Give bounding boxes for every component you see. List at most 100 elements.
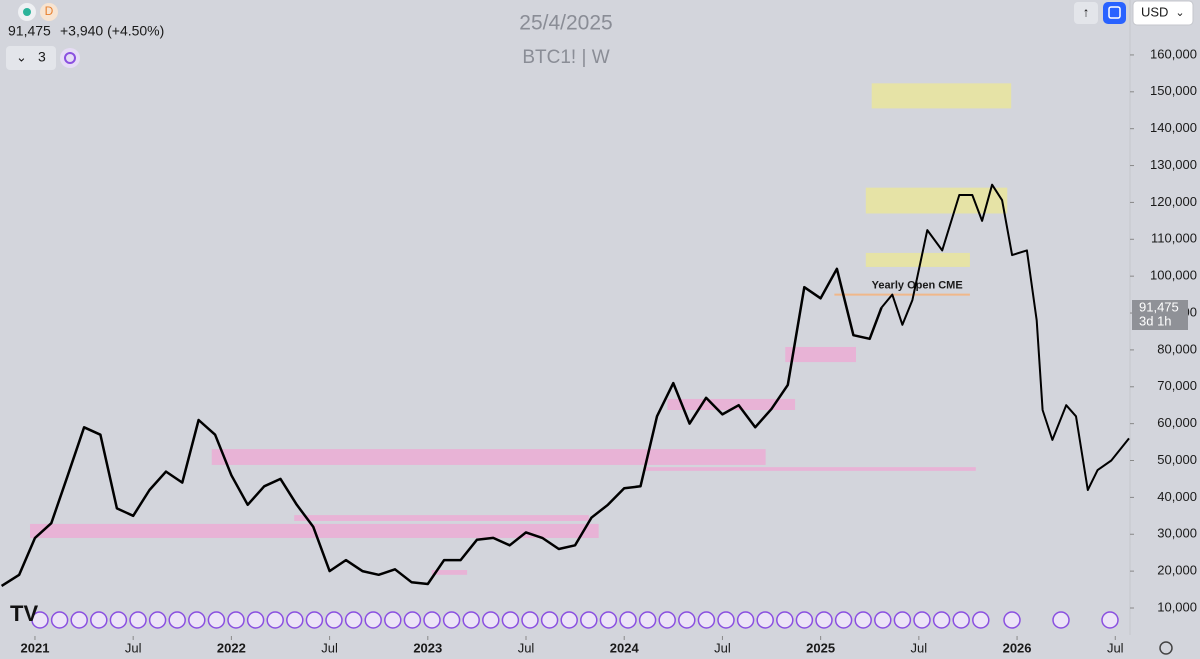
badge-price: 91,475	[1139, 299, 1179, 314]
event-icon	[540, 611, 559, 629]
event-icon	[834, 611, 853, 629]
event-icon	[560, 611, 578, 629]
x-tick-label: Jul	[321, 640, 338, 655]
refresh-icon[interactable]	[60, 48, 80, 68]
x-tick-label: Jul	[714, 640, 731, 655]
event-icon	[874, 611, 892, 629]
currency-select[interactable]	[1132, 0, 1194, 26]
indicator-count: 3	[38, 49, 46, 65]
event-icon	[893, 611, 912, 629]
event-icon	[1052, 611, 1070, 629]
x-tick-label: Jul	[1107, 640, 1124, 655]
event-icon	[325, 611, 343, 629]
event-icon	[286, 611, 304, 629]
x-tick-label: 2026	[1003, 640, 1032, 655]
y-tick-label: 120,000	[1150, 194, 1197, 209]
event-icon	[952, 611, 970, 629]
event-icon	[482, 611, 500, 629]
settings-icon[interactable]	[1159, 641, 1173, 655]
event-icon	[70, 611, 88, 629]
x-tick-label: 2025	[806, 640, 835, 655]
event-icon	[148, 611, 167, 629]
event-icon	[227, 611, 245, 629]
event-icon	[795, 611, 814, 629]
y-tick-label: 150,000	[1150, 83, 1197, 98]
y-tick-label: 130,000	[1150, 157, 1197, 172]
annotation: Yearly Open CME	[872, 280, 963, 292]
interval-icon	[40, 3, 58, 21]
x-tick-label: 2024	[610, 640, 640, 655]
up-button[interactable]	[1074, 2, 1098, 24]
chevron: ⌄	[16, 49, 27, 64]
price-badge	[1132, 300, 1188, 330]
event-icon	[756, 611, 774, 629]
last-price: 91,475	[8, 23, 51, 39]
event-icon	[972, 611, 990, 629]
zone	[643, 467, 976, 471]
zone	[431, 570, 468, 575]
x-tick-label: 2023	[413, 640, 442, 655]
zone	[667, 398, 796, 411]
fullscreen-glyph	[1108, 6, 1121, 19]
badge-countdown: 3d 1h	[1139, 313, 1172, 328]
y-tick-label: 100,000	[1150, 268, 1197, 283]
event-icon	[913, 611, 931, 629]
event-icon	[90, 611, 108, 629]
plot: 10,000 20,000 30,000 40,000 50,000 60,000 70,0…	[0, 46, 1197, 655]
event-icon	[736, 611, 755, 629]
chart-symbol: BTC1! | W	[522, 47, 609, 68]
y-tick-label: 10,000	[1157, 599, 1197, 614]
zone	[785, 346, 856, 363]
event-icon	[246, 611, 265, 629]
x-tick-label: Jul	[125, 640, 142, 655]
y-tick-label: 60,000	[1157, 415, 1197, 430]
fullscreen-button[interactable]	[1103, 2, 1126, 24]
x-tick-label: 2021	[21, 640, 50, 655]
event-icon	[638, 611, 657, 629]
y-tick-label: 140,000	[1150, 120, 1197, 135]
event-icon	[619, 611, 637, 629]
event-icon	[188, 611, 206, 629]
event-icon	[109, 611, 128, 629]
y-tick-label: 80,000	[1157, 341, 1197, 356]
logo: TV	[10, 601, 38, 626]
event-icon	[403, 611, 422, 629]
y-tick-label: 40,000	[1157, 489, 1197, 504]
event-icon	[305, 611, 324, 629]
up-arrow: ↑	[1083, 4, 1090, 19]
event-icon	[364, 611, 382, 629]
event-icon	[815, 611, 833, 629]
x-tick-label: Jul	[911, 640, 928, 655]
status-dot	[23, 8, 31, 16]
event-icon	[207, 611, 226, 629]
event-icon	[678, 611, 696, 629]
event-icon	[854, 611, 872, 629]
y-tick-label: 30,000	[1157, 526, 1197, 541]
zone	[294, 515, 589, 521]
zone	[211, 449, 766, 465]
event-icon	[501, 611, 520, 629]
event-icon	[932, 611, 951, 629]
event-icon	[521, 611, 539, 629]
event-icon	[776, 611, 794, 629]
zone	[865, 187, 1008, 214]
x-tick-label: 2022	[217, 640, 246, 655]
interval-letter: D	[45, 4, 54, 18]
y-tick-label: 110,000	[1151, 231, 1197, 246]
event-icon	[129, 611, 147, 629]
y-tick-label: 70,000	[1157, 378, 1197, 393]
event-icon	[580, 611, 598, 629]
price-line	[880, 183, 1130, 491]
event-icon	[50, 611, 69, 629]
event-icon	[31, 611, 49, 629]
zone	[865, 252, 970, 267]
indicator-toggle[interactable]	[6, 46, 56, 70]
price-change: +3,940 (+4.50%)	[60, 23, 164, 39]
zone	[871, 83, 1012, 109]
event-icon	[658, 611, 676, 629]
y-tick-label: 50,000	[1157, 452, 1197, 467]
event-icon	[266, 611, 284, 629]
currency-chevron: ⌄	[1175, 7, 1184, 19]
